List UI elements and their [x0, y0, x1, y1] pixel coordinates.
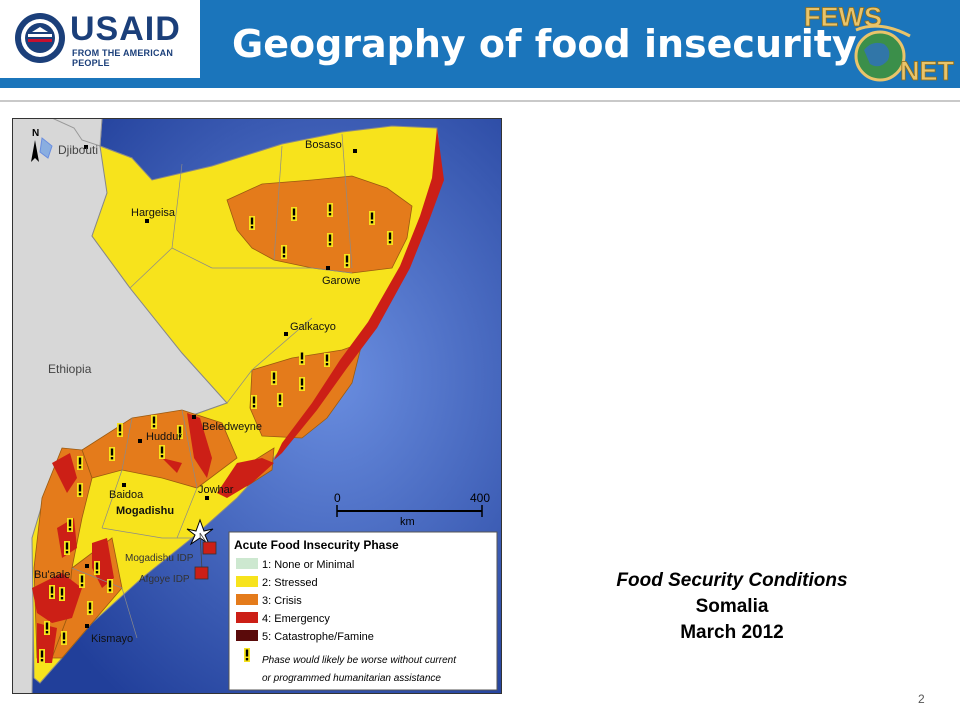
legend-note-line1: Phase would likely be worse without curr… — [262, 655, 457, 666]
legend-item-5: 5: Catastrophe/Famine — [262, 631, 374, 643]
scale-start: 0 — [334, 491, 341, 505]
caption-line-3: March 2012 — [680, 622, 784, 643]
label-buaale: Bu'aale — [34, 569, 70, 581]
label-huddur: Huddur — [146, 431, 182, 443]
label-baidoa: Baidoa — [109, 489, 144, 501]
fews-word: FEWS — [804, 2, 882, 32]
label-galkacyo: Galkacyo — [290, 321, 336, 333]
header-divider — [0, 100, 960, 102]
fews-net-logo: FEWS NET — [804, 2, 955, 87]
label-mogadishu: Mogadishu — [116, 505, 174, 517]
legend-item-4: 4: Emergency — [262, 613, 330, 625]
usaid-tagline: FROM THE AMERICAN PEOPLE — [72, 48, 174, 68]
legend-swatch-1 — [236, 558, 258, 569]
usaid-seal-icon — [15, 13, 65, 63]
label-garowe: Garowe — [322, 275, 361, 287]
label-bosaso: Bosaso — [305, 139, 342, 151]
emergency-zone-shabelle — [217, 458, 274, 498]
page-number: 2 — [918, 692, 925, 706]
crisis-zone-north — [226, 175, 413, 274]
north-label: N — [32, 128, 39, 139]
djibouti-land — [51, 118, 103, 147]
label-hargeisa: Hargeisa — [131, 207, 176, 219]
map-frame — [12, 118, 502, 694]
legend-swatch-4 — [236, 612, 258, 623]
scale-end: 400 — [470, 491, 490, 505]
net-word: NET — [900, 56, 955, 86]
emergency-zone-juba — [32, 573, 82, 623]
label-kismayo: Kismayo — [91, 633, 133, 645]
legend-exclamation-icon — [244, 648, 250, 662]
page-title: Geography of food insecurity — [232, 22, 857, 66]
label-djibouti: Djibouti — [58, 143, 98, 157]
mogadishu-idp-marker — [202, 541, 217, 555]
caption-line-1: Food Security Conditions — [616, 570, 848, 591]
legend-swatch-3 — [236, 594, 258, 605]
map-caption: Food Security Conditions Somalia March 2… — [570, 568, 894, 646]
usaid-wordmark: USAID — [70, 10, 181, 48]
legend-title: Acute Food Insecurity Phase — [234, 538, 399, 552]
legend-item-2: 2: Stressed — [262, 577, 318, 589]
legend-item-1: 1: None or Minimal — [262, 559, 354, 571]
crisis-zone-central — [249, 342, 363, 439]
legend-swatch-2 — [236, 576, 258, 587]
scale-unit: km — [400, 516, 415, 528]
label-ethiopia: Ethiopia — [48, 362, 92, 376]
north-arrow-icon — [31, 140, 39, 162]
scale-bar: 0 400 km — [334, 491, 490, 528]
header-bar: USAID FROM THE AMERICAN PEOPLE Geography… — [0, 0, 960, 88]
emergency-zone-hiraan — [187, 413, 212, 478]
label-afgoye-idp: Afgoye IDP — [139, 574, 190, 585]
caption-line-2: Somalia — [695, 596, 769, 617]
label-beledweyne: Beledweyne — [202, 421, 262, 433]
afgoye-idp-marker — [194, 566, 209, 580]
legend-item-3: 3: Crisis — [262, 595, 302, 607]
label-jowhar: Jowhar — [198, 484, 234, 496]
usaid-logo: USAID FROM THE AMERICAN PEOPLE — [0, 0, 200, 78]
somalia-food-security-map: N Djibouti Ethiopia Bosaso — [12, 118, 502, 694]
map-legend: Acute Food Insecurity Phase 1: None or M… — [228, 531, 498, 691]
legend-swatch-5 — [236, 630, 258, 641]
legend-note-line2: or programmed humanitarian assistance — [262, 673, 441, 684]
label-mogadishu-idp: Mogadishu IDP — [125, 553, 194, 564]
